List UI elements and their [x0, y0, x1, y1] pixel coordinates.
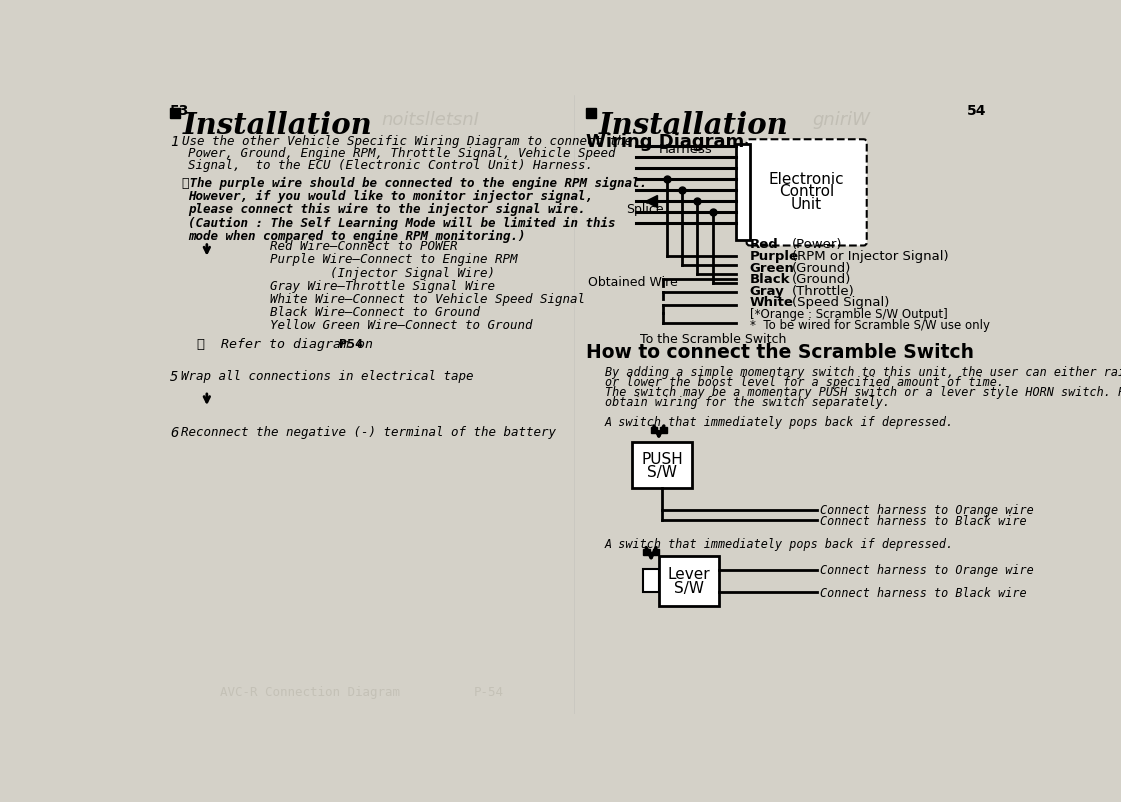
Text: (Ground): (Ground)	[793, 261, 852, 274]
Text: Obtained Wire: Obtained Wire	[589, 275, 678, 289]
Text: Purple Wire—Connect to Engine RPM: Purple Wire—Connect to Engine RPM	[270, 253, 518, 266]
Text: obtain wiring for the switch separately.: obtain wiring for the switch separately.	[605, 395, 890, 408]
Text: Electronic: Electronic	[769, 172, 844, 187]
Text: Installation: Installation	[183, 111, 372, 140]
Text: Control: Control	[779, 184, 834, 199]
Text: please connect this wire to the injector signal wire.: please connect this wire to the injector…	[188, 203, 586, 217]
Text: P54: P54	[340, 338, 363, 350]
Text: S/W: S/W	[647, 465, 677, 480]
Text: Unit: Unit	[791, 196, 822, 212]
Bar	[632, 443, 692, 488]
Bar	[659, 556, 719, 606]
Text: mode when compared to engine RPM monitoring.): mode when compared to engine RPM monitor…	[188, 229, 526, 242]
Text: 6: 6	[170, 425, 178, 439]
Bar	[643, 569, 659, 593]
Text: Installation: Installation	[599, 111, 788, 140]
Text: or lower the boost level for a specified amount of time.: or lower the boost level for a specified…	[605, 375, 1004, 388]
Text: However, if you would like to monitor injector signal,: However, if you would like to monitor in…	[188, 190, 593, 203]
Text: gniriW: gniriW	[813, 111, 871, 129]
Bar	[652, 549, 659, 555]
Text: Black Wire—Connect to Ground: Black Wire—Connect to Ground	[270, 306, 480, 318]
Text: (Throttle): (Throttle)	[793, 285, 855, 298]
Text: Yellow Green Wire—Connect to Ground: Yellow Green Wire—Connect to Ground	[270, 318, 532, 331]
Text: White Wire—Connect to Vehicle Speed Signal: White Wire—Connect to Vehicle Speed Sign…	[270, 293, 585, 306]
Text: Red Wire—Connect to POWER: Red Wire—Connect to POWER	[270, 240, 457, 253]
Text: Black: Black	[750, 273, 790, 286]
Text: White: White	[750, 296, 794, 309]
Text: (Ground): (Ground)	[793, 273, 852, 286]
Text: PUSH: PUSH	[641, 451, 683, 466]
Text: A switch that immediately pops back if depressed.: A switch that immediately pops back if d…	[605, 537, 954, 550]
Bar	[170, 109, 179, 119]
Bar	[651, 427, 657, 434]
Text: (Power): (Power)	[793, 238, 843, 251]
Text: 53: 53	[170, 104, 189, 118]
Text: [*Orange : Scramble S/W Output]: [*Orange : Scramble S/W Output]	[750, 307, 947, 320]
Text: Red: Red	[750, 238, 778, 251]
Text: *  To be wired for Scramble S/W use only: * To be wired for Scramble S/W use only	[750, 319, 990, 332]
Text: Gray Wire—Throttle Signal Wire: Gray Wire—Throttle Signal Wire	[270, 279, 495, 292]
Bar	[735, 144, 750, 241]
Text: (RPM or Injector Signal): (RPM or Injector Signal)	[793, 249, 948, 263]
Text: Splice: Splice	[627, 203, 664, 216]
Text: P-54: P-54	[474, 686, 504, 699]
Text: (Injector Signal Wire): (Injector Signal Wire)	[270, 266, 495, 279]
Text: How to connect the Scramble Switch: How to connect the Scramble Switch	[585, 342, 974, 362]
Text: (Caution : The Self Learning Mode will be limited in this: (Caution : The Self Learning Mode will b…	[188, 217, 615, 229]
Text: Reconnect the negative (-) terminal of the battery: Reconnect the negative (-) terminal of t…	[180, 425, 556, 439]
Text: 5: 5	[170, 370, 178, 384]
Text: To the Scramble Switch: To the Scramble Switch	[640, 332, 786, 346]
Text: Lever: Lever	[667, 567, 711, 581]
Text: Connect harness to Orange wire: Connect harness to Orange wire	[819, 564, 1034, 577]
Text: Purple: Purple	[750, 249, 798, 263]
Text: S/W: S/W	[674, 581, 704, 596]
Bar	[585, 109, 595, 119]
Text: Power, Ground, Engine RPM, Throttle Signal, Vehicle Speed: Power, Ground, Engine RPM, Throttle Sign…	[188, 147, 615, 160]
Text: ※  Refer to diagram on: ※ Refer to diagram on	[197, 338, 381, 350]
Text: Gray: Gray	[750, 285, 785, 298]
Text: 1: 1	[170, 135, 178, 148]
Text: Signal,  to the ECU (Electronic Control Unit) Harness.: Signal, to the ECU (Electronic Control U…	[188, 160, 593, 172]
Text: Wrap all connections in electrical tape: Wrap all connections in electrical tape	[180, 370, 473, 383]
Text: Connect harness to Orange wire: Connect harness to Orange wire	[819, 504, 1034, 516]
FancyBboxPatch shape	[747, 140, 867, 246]
Text: 54: 54	[966, 104, 986, 118]
Text: A switch that immediately pops back if depressed.: A switch that immediately pops back if d…	[605, 415, 954, 428]
Text: Green: Green	[750, 261, 795, 274]
Bar	[660, 427, 667, 434]
Text: ※The purple wire should be connected to the engine RPM signal.: ※The purple wire should be connected to …	[183, 177, 647, 190]
Text: The switch may be a momentary PUSH switch or a lever style HORN switch. Please: The switch may be a momentary PUSH switc…	[605, 386, 1121, 399]
Bar	[643, 549, 649, 555]
Text: (Speed Signal): (Speed Signal)	[793, 296, 889, 309]
Text: Connect harness to Black wire: Connect harness to Black wire	[819, 514, 1027, 527]
Text: Connect harness to Black wire: Connect harness to Black wire	[819, 585, 1027, 599]
Text: Wiring Diagram: Wiring Diagram	[585, 133, 744, 151]
Text: AVC-R Connection Diagram: AVC-R Connection Diagram	[220, 686, 400, 699]
Text: noitslletsnI: noitslletsnI	[381, 111, 480, 129]
Text: Harness: Harness	[659, 143, 713, 156]
Text: By adding a simple momentary switch to this unit, the user can either raise: By adding a simple momentary switch to t…	[605, 366, 1121, 379]
Text: Use the other Vehicle Specific Wiring Diagram to connect the: Use the other Vehicle Specific Wiring Di…	[183, 135, 632, 148]
